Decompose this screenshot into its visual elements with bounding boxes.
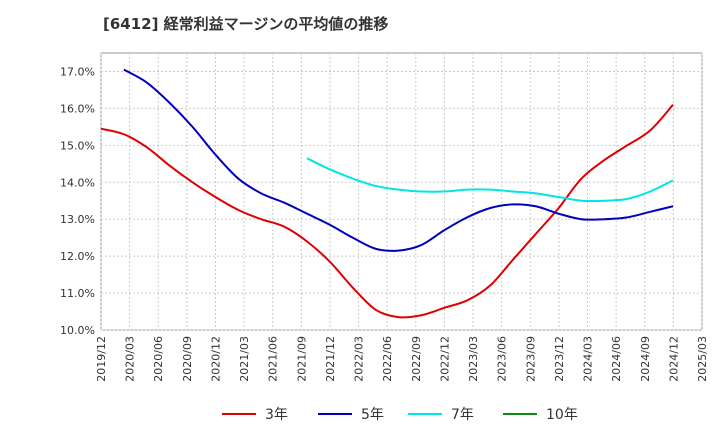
x-tick-label: 2024/06 [610, 336, 623, 382]
x-tick-label: 2022/06 [381, 336, 394, 382]
y-tick-label: 17.0% [60, 65, 95, 78]
y-tick-label: 13.0% [60, 213, 95, 226]
x-tick-label: 2021/03 [238, 336, 251, 382]
x-tick-label: 2021/12 [324, 336, 337, 382]
chart-title: [6412] 経常利益マージンの平均値の推移 [103, 15, 389, 33]
y-tick-label: 12.0% [60, 250, 95, 263]
series-line-7年 [306, 157, 674, 203]
x-tick-label: 2024/09 [639, 336, 652, 382]
x-tick-label: 2021/09 [295, 336, 308, 382]
x-tick-label: 2022/09 [410, 336, 423, 382]
x-tick-label: 2024/03 [582, 336, 595, 382]
x-tick-label: 2020/06 [152, 336, 165, 382]
legend-label: 7年 [451, 407, 474, 423]
x-tick-label: 2020/12 [209, 336, 222, 382]
x-tick-label: 2019/12 [95, 336, 108, 382]
x-tick-label: 2024/12 [667, 336, 680, 382]
legend-label: 5年 [361, 407, 384, 423]
y-tick-label: 15.0% [60, 139, 95, 152]
legend-label: 10年 [546, 407, 578, 423]
x-tick-label: 2021/06 [267, 336, 280, 382]
x-tick-label: 2023/12 [553, 336, 566, 382]
plot-area [100, 52, 703, 331]
x-tick-label: 2020/03 [124, 336, 137, 382]
x-tick-label: 2022/12 [438, 336, 451, 382]
legend-label: 3年 [265, 407, 288, 423]
x-tick-label: 2023/06 [496, 336, 509, 382]
x-tick-label: 2025/03 [696, 336, 709, 382]
y-tick-label: 10.0% [60, 324, 95, 337]
series-line-5年 [123, 68, 674, 252]
y-tick-label: 14.0% [60, 176, 95, 189]
x-tick-label: 2023/03 [467, 336, 480, 382]
y-tick-label: 16.0% [60, 102, 95, 115]
y-tick-label: 11.0% [60, 287, 95, 300]
x-tick-label: 2023/09 [524, 336, 537, 382]
x-tick-label: 2020/09 [181, 336, 194, 382]
series-line-3年 [100, 104, 674, 319]
x-tick-label: 2022/03 [353, 336, 366, 382]
